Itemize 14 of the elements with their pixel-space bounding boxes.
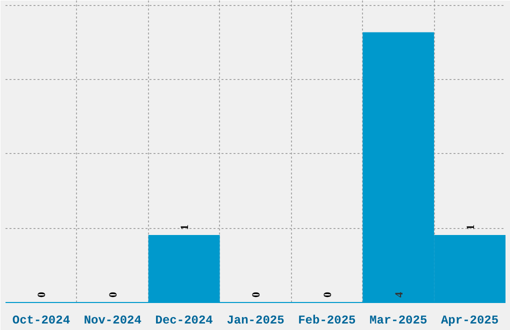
data-label: 0 (250, 292, 262, 298)
data-label: 1 (464, 224, 477, 230)
x-tick-label: Apr-2025 (440, 314, 499, 328)
data-label: 1 (179, 224, 192, 230)
x-tick-label: Nov-2024 (84, 314, 142, 328)
x-tick-label: Dec-2024 (155, 314, 213, 328)
data-label: 0 (36, 292, 48, 298)
x-tick-label: Mar-2025 (370, 314, 428, 328)
data-label: 0 (108, 292, 120, 298)
data-label: 0 (322, 292, 334, 298)
data-label: 4 (393, 292, 406, 298)
x-tick-label: Oct-2024 (12, 314, 70, 328)
x-tick-label: Jan-2025 (226, 314, 284, 328)
x-tick-label: Feb-2025 (298, 314, 356, 328)
